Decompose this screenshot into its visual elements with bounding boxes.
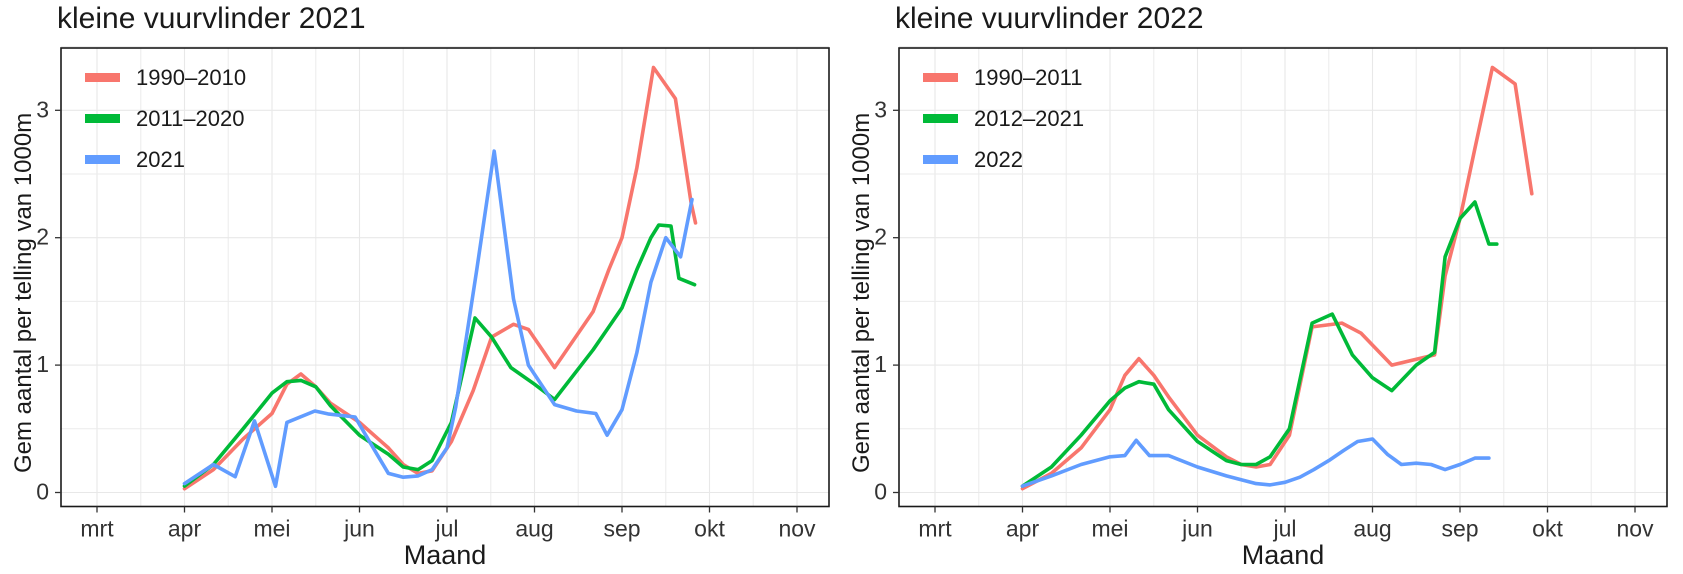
svg-text:mei: mei (253, 516, 290, 542)
svg-text:jun: jun (343, 516, 375, 542)
svg-text:sep: sep (603, 516, 640, 542)
svg-text:nov: nov (778, 516, 816, 542)
svg-text:mrt: mrt (80, 516, 114, 542)
svg-text:mei: mei (1091, 516, 1128, 542)
svg-text:2022: 2022 (974, 147, 1023, 172)
svg-text:2: 2 (36, 224, 49, 250)
svg-text:aug: aug (515, 516, 553, 542)
svg-text:okt: okt (694, 516, 725, 542)
svg-text:mrt: mrt (918, 516, 952, 542)
svg-text:1990–2011: 1990–2011 (974, 65, 1083, 90)
svg-text:1: 1 (36, 351, 49, 377)
svg-text:2012–2021: 2012–2021 (974, 106, 1084, 131)
svg-text:jul: jul (1272, 516, 1296, 542)
svg-text:apr: apr (1006, 516, 1040, 542)
svg-text:apr: apr (168, 516, 202, 542)
svg-text:0: 0 (36, 479, 49, 505)
svg-text:2011–2020: 2011–2020 (136, 106, 245, 131)
svg-text:nov: nov (1616, 516, 1654, 542)
svg-text:okt: okt (1532, 516, 1563, 542)
svg-text:1: 1 (874, 351, 887, 377)
svg-text:3: 3 (36, 96, 49, 122)
svg-text:1990–2010: 1990–2010 (136, 65, 246, 90)
svg-text:3: 3 (874, 96, 887, 122)
svg-text:jun: jun (1181, 516, 1213, 542)
svg-text:sep: sep (1441, 516, 1478, 542)
svg-text:jul: jul (434, 516, 458, 542)
svg-text:0: 0 (874, 479, 887, 505)
svg-text:2: 2 (874, 224, 887, 250)
svg-text:aug: aug (1353, 516, 1391, 542)
svg-text:2021: 2021 (136, 147, 185, 172)
